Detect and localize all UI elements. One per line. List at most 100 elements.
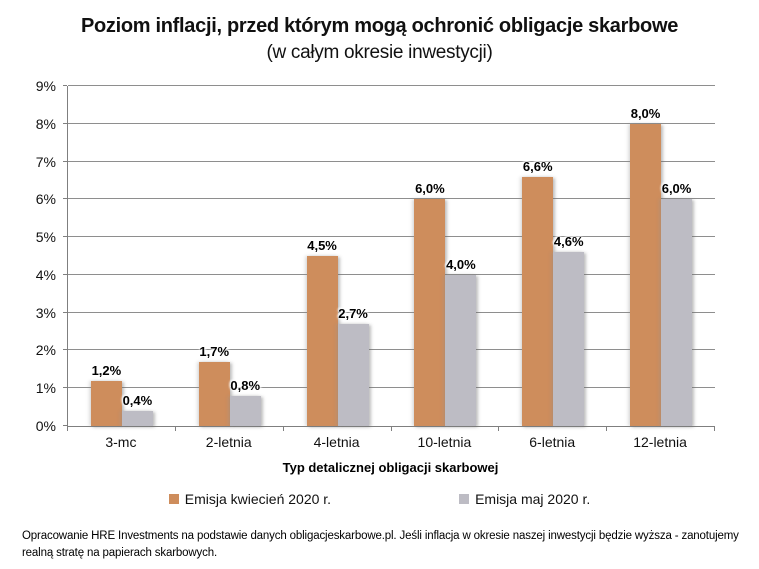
bar-wrap-emisja-maj-2020-r-6-letnia: 4,6% [553,86,585,426]
y-tick-label: 4% [35,266,56,283]
bar-value-label: 1,2% [91,362,122,378]
gridline-9pct [68,85,715,86]
y-tick-mark [63,349,67,351]
bar-wrap-emisja-maj-2020-r-3-mc: 0,4% [121,86,153,426]
bar-wrap-emisja-kwiecień-2020-r-12-letnia: 8,0% [630,86,662,426]
bar-wrap-emisja-kwiecień-2020-r-10-letnia: 6,0% [414,86,446,426]
y-tick-mark [63,198,67,200]
gridline-2pct [68,349,715,351]
bar-emisja-kwiecień-2020-r-12-letnia [630,123,662,426]
bar-value-label: 2,7% [338,306,368,321]
bar-wrap-emisja-maj-2020-r-10-letnia: 4,0% [445,86,477,426]
bar-value-label: 4,6% [553,234,584,250]
category-group-10-letnia: 6,0% 4,0% [391,86,499,426]
bar-emisja-kwiecień-2020-r-4-letnia [306,256,338,426]
x-tick-mark [282,427,284,431]
y-tick-label: 9% [35,78,56,94]
legend-label: Emisja maj 2020 r. [475,491,591,507]
legend: Emisja kwiecień 2020 r. Emisja maj 2020 r… [0,491,759,507]
y-tick-mark [63,425,67,426]
bar-value-label: 8,0% [630,105,661,121]
gridline-8pct [68,122,715,124]
category-group-2-letnia: 1,7% 0,8% [176,86,284,426]
bar-value-label: 6,6% [522,158,553,174]
x-tick-mark [498,427,500,431]
category-group-3-mc: 1,2% 0,4% [68,86,176,426]
bar-emisja-kwiecień-2020-r-6-letnia [522,176,554,426]
bar-emisja-kwiecień-2020-r-3-mc [90,380,122,426]
bar-emisja-maj-2020-r-2-letnia [229,395,261,426]
category-group-6-letnia: 6,6% 4,6% [499,86,607,426]
bar-emisja-maj-2020-r-3-mc [121,410,153,426]
bar-wrap-emisja-kwiecień-2020-r-4-letnia: 4,5% [306,86,338,426]
bar-wrap-emisja-kwiecień-2020-r-3-mc: 1,2% [90,86,122,426]
y-tick-label: 6% [35,191,56,208]
bar-emisja-maj-2020-r-4-letnia [337,324,369,426]
x-axis-ticks [67,427,715,432]
y-axis: 0% 1% 2% 3% 4% 5% 6% 7% 8% 9% [0,78,67,434]
bar-value-label: 6,0% [661,181,692,197]
bar-emisja-maj-2020-r-12-letnia [661,199,693,426]
gridline-1pct [68,387,715,389]
x-tick-mark [714,427,715,431]
x-category-label-4-letnia: 4-letnia [313,434,360,450]
y-tick-mark [63,236,67,238]
legend-item-emisja-maj-2020-r: Emisja maj 2020 r. [459,491,590,507]
source-note: Opracowanie HRE Investments na podstawie… [22,530,739,559]
x-category-label-12-letnia: 12-letnia [633,434,687,450]
gridline-4pct [68,273,715,275]
bar-wrap-emisja-maj-2020-r-2-letnia: 0,8% [229,86,261,426]
bar-value-label: 0,4% [122,392,153,408]
legend-swatch-icon [459,494,470,504]
y-tick-mark [63,387,67,389]
bar-wrap-emisja-kwiecień-2020-r-6-letnia: 6,6% [522,86,554,426]
bar-wrap-emisja-maj-2020-r-12-letnia: 6,0% [661,86,693,426]
y-tick-label: 7% [35,153,56,170]
bar-emisja-maj-2020-r-10-letnia [445,274,477,426]
bar-emisja-maj-2020-r-6-letnia [553,252,585,426]
legend-swatch-icon [168,494,179,504]
gridline-6pct [68,198,715,200]
y-tick-label: 8% [35,115,56,132]
chart-title: Poziom inflacji, przed którym mogą ochro… [80,15,679,37]
bar-value-label: 6,0% [415,181,445,197]
legend-item-emisja-kwiecień-2020-r: Emisja kwiecień 2020 r. [168,491,332,507]
bar-value-label: 0,8% [230,377,261,393]
bar-emisja-kwiecień-2020-r-10-letnia [414,199,446,426]
gridline-5pct [68,236,715,238]
bar-wrap-emisja-maj-2020-r-4-letnia: 2,7% [337,86,369,426]
bar-value-label: 4,0% [446,256,476,272]
y-tick-mark [63,85,67,86]
y-tick-label: 2% [35,342,56,359]
x-tick-mark [67,427,68,431]
category-group-12-letnia: 8,0% 6,0% [607,86,715,426]
y-tick-label: 5% [35,229,56,246]
x-tick-mark [174,427,176,431]
y-tick-mark [63,311,67,313]
gridline-7pct [68,160,715,162]
x-tick-mark [606,427,608,431]
x-category-label-6-letnia: 6-letnia [529,434,576,450]
bar-value-label: 4,5% [307,238,337,253]
gridline-3pct [68,311,715,313]
category-group-4-letnia: 4,5% 2,7% [284,86,392,426]
y-tick-label: 3% [35,304,56,321]
legend-label: Emisja kwiecień 2020 r. [184,491,332,507]
x-category-label-3-mc: 3-mc [105,434,137,450]
bar-wrap-emisja-kwiecień-2020-r-2-letnia: 1,7% [198,86,230,426]
x-category-label-2-letnia: 2-letnia [205,434,252,450]
x-axis-title: Typ detalicznej obligacji skarbowej [282,460,499,475]
y-tick-label: 1% [35,380,56,397]
y-tick-mark [63,273,67,275]
bars-container: 1,2% 0,4% 1,7% 0,8% 4,5% 2,7% 6,0% 4,0% 6,6% 4,6%… [68,86,715,426]
x-category-label-10-letnia: 10-letnia [417,434,472,450]
bar-emisja-kwiecień-2020-r-2-letnia [198,361,230,426]
chart-subtitle: (w całym okresie inwestycji) [266,42,493,63]
bar-value-label: 1,7% [199,343,230,359]
plot-area: 1,2% 0,4% 1,7% 0,8% 4,5% 2,7% 6,0% 4,0% 6,6% 4,6%… [67,85,715,427]
y-tick-label: 0% [35,418,56,434]
y-tick-mark [63,160,67,162]
x-axis-labels: 3-mc 2-letnia 4-letnia 10-letnia 6-letnia 12-… [67,434,714,450]
y-tick-mark [63,122,67,124]
